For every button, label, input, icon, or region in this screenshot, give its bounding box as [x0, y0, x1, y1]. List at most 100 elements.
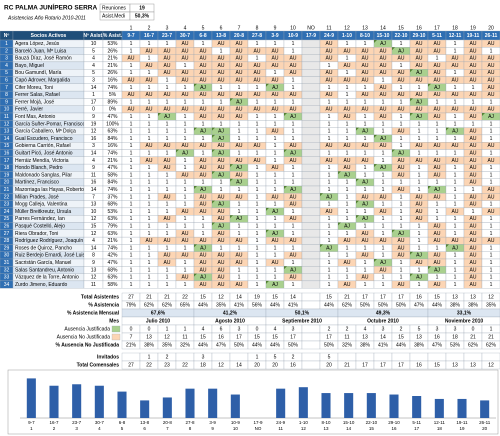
attendance-cell: AJ [344, 172, 350, 178]
attendance-cell: AU [272, 238, 279, 244]
summary-cell: 20 [254, 362, 260, 368]
attendance-cell: AU [146, 158, 153, 164]
member-name: Salas Santandreu, Antonio [15, 267, 74, 273]
attendance-cell: 1 [400, 275, 403, 281]
attendance-cell: AU [470, 282, 477, 288]
corner-mark [410, 98, 413, 102]
chart-x-label: 24-9 [276, 420, 286, 425]
column-number: 16 [416, 25, 422, 31]
attendance-cell: 1 [238, 85, 241, 91]
chart-x-number: 16 [391, 426, 397, 431]
attendance-cell: AU [416, 48, 423, 54]
attendance-cell: 1 [382, 187, 385, 193]
column-number: 2 [148, 25, 151, 31]
attendance-cell: AU [470, 158, 477, 164]
attendance-cell: 1 [274, 99, 277, 105]
attendance-cell: 1 [202, 99, 205, 105]
attendance-cell: 1 [436, 209, 439, 215]
attendance-cell: 1 [400, 114, 403, 120]
bar [480, 400, 490, 418]
member-name: Parres Fernández, Ian [15, 216, 65, 222]
attendance-cell: AU [164, 63, 171, 69]
attendance-cell: AU [398, 70, 405, 76]
attendance-cell: AU [470, 136, 477, 142]
attendance-cell: AU [236, 70, 243, 76]
member-count: 14 [91, 187, 97, 193]
member-count: 13 [91, 267, 97, 273]
summary-cell: 4 [274, 326, 277, 332]
attendance-cell: 1 [436, 275, 439, 281]
member-name: Ferré, Javier [15, 107, 43, 113]
attendance-cell: AU [452, 63, 459, 69]
attendance-cell: AU [272, 194, 279, 200]
attendance-cell: AU [488, 107, 495, 113]
attendance-cell: AU [470, 41, 477, 47]
attendance-cell: 1 [148, 165, 151, 171]
attendance-cell: 1 [256, 216, 259, 222]
attendance-cell: 1 [238, 223, 241, 229]
attendance-cell: 1 [256, 202, 259, 208]
summary-cell: 50% [378, 302, 389, 308]
attendance-cell: 1 [130, 202, 133, 208]
attendance-cell: 1 [184, 158, 187, 164]
corner-mark [212, 222, 215, 226]
chart-x-number: 20 [482, 426, 488, 431]
attendance-cell: 1 [328, 136, 331, 142]
attendance-cell: 1 [400, 41, 403, 47]
attendance-cell: 1 [166, 77, 169, 83]
member-name: Cifer Moreu, Toni [15, 85, 53, 91]
member-pct: 79% [107, 223, 118, 229]
corner-mark [284, 149, 287, 153]
attendance-cell: AU [398, 172, 405, 178]
chart-x-number: 19 [459, 426, 465, 431]
attendance-cell: 1 [166, 136, 169, 142]
attendance-cell: AU [272, 63, 279, 69]
summary-cell: 17 [398, 362, 404, 368]
attendance-cell: 1 [130, 150, 133, 156]
attendance-cell: 1 [256, 267, 259, 273]
attendance-cell: AJ [452, 129, 458, 135]
member-name: Vázquez de la Torre, Antonio [15, 275, 79, 281]
attendance-cell: 1 [436, 129, 439, 135]
attendance-cell: 1 [418, 121, 421, 127]
attendance-cell: 1 [292, 48, 295, 54]
member-count: 7 [92, 194, 95, 200]
attendance-cell: AJ [398, 150, 404, 156]
cell [301, 229, 321, 238]
attendance-cell: 1 [148, 253, 151, 259]
attendance-cell: AU [200, 114, 207, 120]
attendance-cell: 1 [364, 172, 367, 178]
summary-cell: 15 [398, 334, 404, 340]
attendance-cell: 1 [328, 216, 331, 222]
attendance-cell: AU [218, 216, 225, 222]
member-pct: 63% [107, 231, 118, 237]
member-count: 5 [92, 48, 95, 54]
attendance-cell: 1 [382, 275, 385, 281]
corner-mark [194, 244, 197, 248]
summary-cell: 65% [180, 302, 191, 308]
attendance-cell: 1 [490, 202, 493, 208]
attendance-cell: AU [398, 238, 405, 244]
summary-cell: 15 [254, 334, 260, 340]
member-count: 17 [91, 99, 97, 105]
attendance-cell: 1 [148, 187, 151, 193]
attendance-cell: AU [254, 70, 261, 76]
summary-cell: 1 [166, 326, 169, 332]
attendance-cell: AU [326, 56, 333, 62]
corner-mark [338, 171, 341, 175]
chart-x-label: 6-8 [119, 420, 126, 425]
member-number: 24 [4, 209, 10, 215]
chart-x-number: 2 [53, 426, 56, 431]
attendance-cell: 1 [292, 245, 295, 251]
attendance-cell: AU [218, 238, 225, 244]
attendance-cell: 1 [364, 41, 367, 47]
summary-cell: 23 [164, 362, 170, 368]
attendance-cell: 1 [166, 41, 169, 47]
corner-mark [212, 127, 215, 131]
column-number: 3 [166, 25, 169, 31]
cell [481, 360, 500, 370]
bar [140, 400, 150, 418]
attendance-cell: 1 [184, 85, 187, 91]
attendance-cell: 1 [454, 275, 457, 281]
summary-cell: 21 [470, 334, 476, 340]
